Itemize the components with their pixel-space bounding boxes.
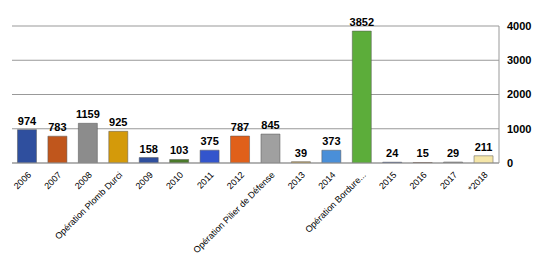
svg-text:2013: 2013: [286, 170, 307, 191]
svg-text:2000: 2000: [507, 88, 531, 100]
svg-text:39: 39: [295, 147, 307, 159]
svg-text:1000: 1000: [507, 123, 531, 135]
svg-text:2012: 2012: [225, 170, 246, 191]
svg-text:Opération Bordure...: Opération Bordure...: [303, 170, 368, 235]
svg-text:211: 211: [475, 141, 493, 153]
svg-text:Opération Plomb Durci: Opération Plomb Durci: [53, 170, 124, 241]
svg-text:4000: 4000: [507, 20, 531, 32]
svg-text:2014: 2014: [316, 170, 337, 191]
svg-text:787: 787: [231, 121, 249, 133]
svg-text:2007: 2007: [42, 170, 63, 191]
svg-text:845: 845: [261, 119, 279, 131]
svg-text:2008: 2008: [73, 170, 94, 191]
svg-text:2009: 2009: [134, 170, 155, 191]
svg-text:2016: 2016: [408, 170, 429, 191]
svg-text:2015: 2015: [377, 170, 398, 191]
svg-text:2006: 2006: [12, 170, 33, 191]
svg-text:29: 29: [447, 147, 459, 159]
svg-text:974: 974: [18, 115, 37, 127]
svg-text:783: 783: [48, 121, 66, 133]
svg-text:375: 375: [200, 135, 218, 147]
svg-text:103: 103: [170, 144, 188, 156]
svg-text:158: 158: [140, 143, 158, 155]
svg-text:*2018: *2018: [466, 170, 490, 194]
svg-text:15: 15: [417, 147, 429, 159]
svg-text:925: 925: [109, 116, 127, 128]
svg-text:3852: 3852: [350, 16, 374, 28]
svg-text:373: 373: [322, 135, 340, 147]
svg-text:1159: 1159: [76, 108, 100, 120]
svg-text:Opération Pilier de Défense: Opération Pilier de Défense: [191, 170, 276, 255]
svg-text:3000: 3000: [507, 54, 531, 66]
svg-text:0: 0: [507, 157, 513, 169]
svg-text:2010: 2010: [164, 170, 185, 191]
svg-text:24: 24: [386, 147, 399, 159]
svg-text:2017: 2017: [438, 170, 459, 191]
svg-text:2011: 2011: [195, 170, 216, 191]
